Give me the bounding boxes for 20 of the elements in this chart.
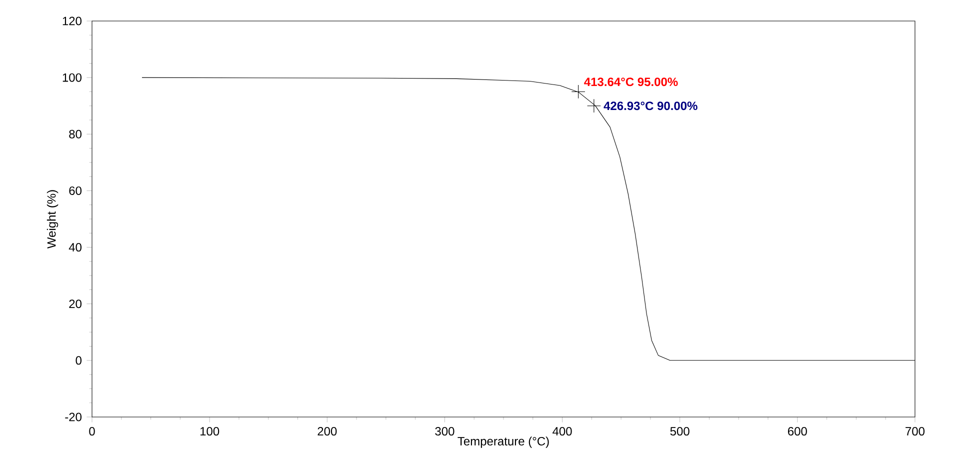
y-axis-title: Weight (%) — [46, 190, 58, 248]
y-tick-label: 40 — [68, 243, 82, 252]
x-tick-label: 500 — [670, 427, 690, 436]
y-tick-label: 120 — [62, 16, 82, 26]
annotation: 413.64°C 95.00% — [584, 78, 678, 86]
x-tick-label: 400 — [552, 427, 572, 436]
x-tick-label: 0 — [89, 427, 95, 436]
y-tick-label: -20 — [65, 412, 82, 422]
x-tick-label: 700 — [906, 427, 925, 436]
x-tick-label: 200 — [318, 427, 337, 436]
y-tick-label: 60 — [69, 186, 82, 195]
x-tick-label: 300 — [435, 427, 454, 436]
y-tick-label: 100 — [62, 73, 82, 82]
y-tick-label: 20 — [69, 300, 82, 308]
annotation: 426.93°C 90.00% — [604, 102, 698, 110]
y-tick-label: 80 — [69, 130, 82, 138]
x-axis-title: Temperature (°C) — [458, 436, 549, 448]
y-tick-label: 0 — [76, 356, 82, 365]
x-tick-label: 100 — [200, 427, 220, 436]
x-tick-label: 600 — [788, 427, 807, 436]
